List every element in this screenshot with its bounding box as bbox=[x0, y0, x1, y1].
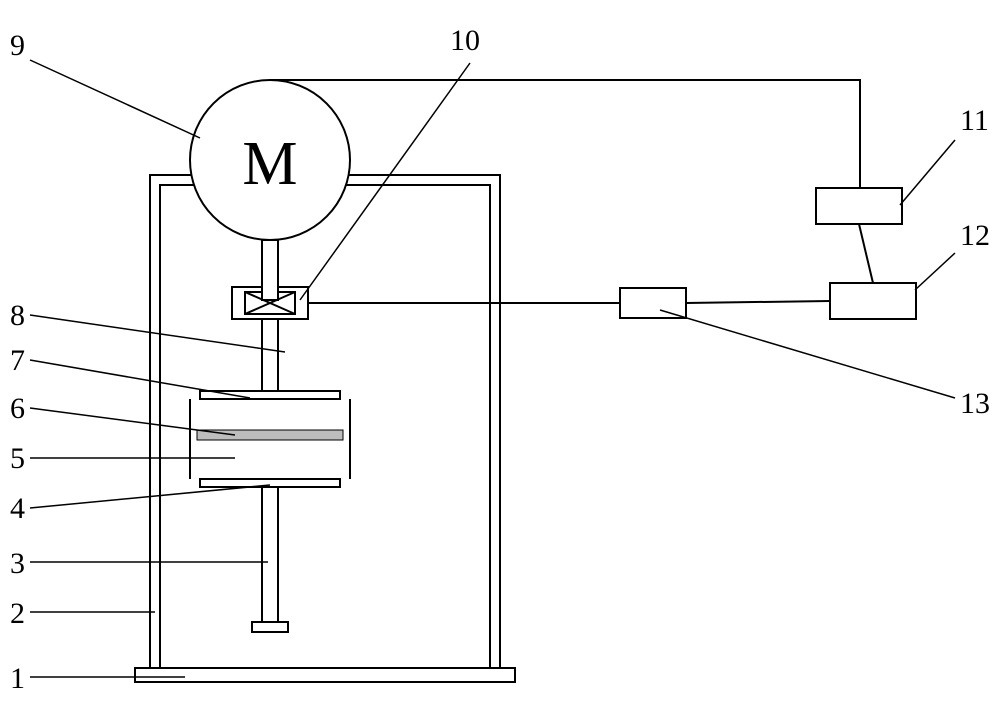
leader-n8 bbox=[30, 315, 285, 352]
label-n6: 6 bbox=[10, 392, 25, 425]
lower-shaft-base bbox=[252, 622, 288, 632]
label-n3: 3 bbox=[10, 547, 25, 580]
label-n2: 2 bbox=[10, 597, 25, 630]
amplifier-box bbox=[620, 288, 686, 318]
label-n4: 4 bbox=[10, 492, 25, 525]
label-n7: 7 bbox=[10, 344, 25, 377]
label-n9: 9 bbox=[10, 29, 25, 62]
upper-shaft bbox=[262, 240, 278, 300]
leader-n9 bbox=[30, 60, 200, 138]
top-disc bbox=[200, 391, 340, 399]
processor-box bbox=[830, 283, 916, 319]
leader-n6 bbox=[30, 408, 235, 435]
wire-motor-to-box11 bbox=[270, 80, 860, 188]
leader-lines bbox=[30, 60, 955, 677]
inner-frame bbox=[160, 185, 490, 668]
leader-n13 bbox=[660, 310, 955, 398]
label-n13: 13 bbox=[960, 387, 990, 420]
middle-shaft bbox=[262, 319, 278, 391]
leader-n11 bbox=[900, 140, 955, 205]
sample-band bbox=[197, 430, 343, 440]
bottom-disc bbox=[200, 479, 340, 487]
label-n10: 10 bbox=[450, 24, 480, 57]
label-n5: 5 bbox=[10, 442, 25, 475]
controller-box bbox=[816, 188, 902, 224]
motor-label: M bbox=[242, 130, 297, 198]
label-n1: 1 bbox=[10, 662, 25, 695]
wire-box11-to-box12 bbox=[859, 224, 873, 283]
wire-box13-to-box12 bbox=[686, 301, 830, 303]
schematic-diagram: M 12345678910111213 bbox=[0, 0, 1000, 726]
label-n11: 11 bbox=[960, 104, 989, 137]
leader-n12 bbox=[915, 253, 955, 290]
leader-n7 bbox=[30, 360, 250, 398]
outer-frame bbox=[150, 175, 500, 668]
lower-shaft bbox=[262, 487, 278, 622]
label-n8: 8 bbox=[10, 299, 25, 332]
base-plate bbox=[135, 668, 515, 682]
label-n12: 12 bbox=[960, 219, 990, 252]
